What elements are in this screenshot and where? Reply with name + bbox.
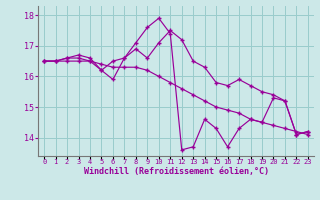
- X-axis label: Windchill (Refroidissement éolien,°C): Windchill (Refroidissement éolien,°C): [84, 167, 268, 176]
